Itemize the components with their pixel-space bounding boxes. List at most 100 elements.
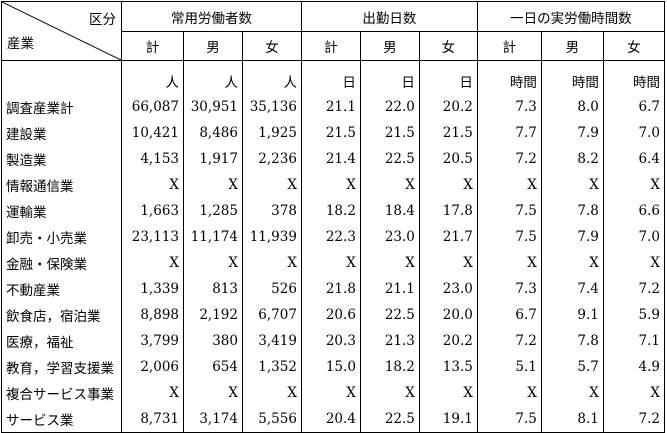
value-cell: X xyxy=(120,172,185,198)
table-row: 調査産業計 66,087 30,951 35,136 21.1 22.0 20.2 7.3 8.… xyxy=(1,94,666,120)
subheader-female: 女 xyxy=(418,31,478,61)
value-cell: 9.1 xyxy=(540,302,604,328)
value-cell: 3,799 xyxy=(120,328,185,354)
unit-empty-cell xyxy=(1,60,122,94)
value-cell: 21.8 xyxy=(300,276,361,302)
subheader-total: 計 xyxy=(300,31,361,61)
unit-row: 人 人 人 日 日 日 時間 時間 時間 xyxy=(1,60,666,94)
value-cell: 11,939 xyxy=(241,224,302,250)
value-cell: 813 xyxy=(183,276,243,302)
value-cell: 18.2 xyxy=(300,198,361,224)
value-cell: 4.9 xyxy=(602,354,666,380)
value-cell: 21.7 xyxy=(418,224,478,250)
subheader-total: 計 xyxy=(476,31,542,61)
value-cell: X xyxy=(183,250,243,276)
value-cell: 3,419 xyxy=(241,328,302,354)
value-cell: 18.4 xyxy=(359,198,420,224)
value-cell: X xyxy=(183,172,243,198)
value-cell: 8.1 xyxy=(540,406,604,433)
value-cell: 7.2 xyxy=(476,146,542,172)
value-cell: 7.9 xyxy=(540,120,604,146)
unit-cell: 日 xyxy=(418,60,478,94)
unit-cell: 人 xyxy=(241,60,302,94)
value-cell: 7.2 xyxy=(476,328,542,354)
unit-cell: 人 xyxy=(183,60,243,94)
group-header-attendance-days: 出勤日数 xyxy=(300,1,478,32)
table-row: 不動産業 1,339 813 526 21.8 21.1 23.0 7.3 7.4 7.2 xyxy=(1,276,666,302)
value-cell: 7.8 xyxy=(540,198,604,224)
unit-cell: 時間 xyxy=(476,60,542,94)
table-row: 運輸業 1,663 1,285 378 18.2 18.4 17.8 7.5 7.8 6.6 xyxy=(1,198,666,224)
value-cell: 6.7 xyxy=(476,302,542,328)
value-cell: X xyxy=(359,172,420,198)
industry-name-cell: 飲食店，宿泊業 xyxy=(1,302,122,328)
value-cell: 1,917 xyxy=(183,146,243,172)
value-cell: 2,006 xyxy=(120,354,185,380)
industry-name-cell: 金融・保険業 xyxy=(1,250,122,276)
value-cell: 35,136 xyxy=(241,94,302,120)
table-row: 建設業 10,421 8,486 1,925 21.5 21.5 21.5 7.7 7.9 7.0 xyxy=(1,120,666,146)
value-cell: 2,192 xyxy=(183,302,243,328)
group-header-workers: 常用労働者数 xyxy=(120,1,302,32)
value-cell: X xyxy=(418,250,478,276)
value-cell: 6,707 xyxy=(241,302,302,328)
value-cell: 2,236 xyxy=(241,146,302,172)
value-cell: 18.2 xyxy=(359,354,420,380)
subheader-row: 計 男 女 計 男 女 計 男 女 xyxy=(2,31,666,61)
value-cell: 1,285 xyxy=(183,198,243,224)
industry-name-cell: 運輸業 xyxy=(1,198,122,224)
value-cell: 7.7 xyxy=(476,120,542,146)
value-cell: 8.2 xyxy=(540,146,604,172)
value-cell: 4,153 xyxy=(120,146,185,172)
table-row: 飲食店，宿泊業 8,898 2,192 6,707 20.6 22.5 20.0 6.7 9.1… xyxy=(1,302,666,328)
value-cell: X xyxy=(418,380,478,406)
value-cell: 20.3 xyxy=(300,328,361,354)
value-cell: X xyxy=(476,380,542,406)
value-cell: 5,556 xyxy=(241,406,302,433)
value-cell: 20.2 xyxy=(418,94,478,120)
value-cell: 23.0 xyxy=(418,276,478,302)
value-cell: 23.0 xyxy=(359,224,420,250)
value-cell: 15.0 xyxy=(300,354,361,380)
value-cell: 21.4 xyxy=(300,146,361,172)
subheader-male: 男 xyxy=(183,31,243,61)
value-cell: X xyxy=(120,250,185,276)
subheader-female: 女 xyxy=(241,31,302,61)
value-cell: X xyxy=(418,172,478,198)
industry-name-cell: サービス業 xyxy=(1,406,122,433)
table-row: サービス業 8,731 3,174 5,556 20.4 22.5 19.1 7.5 8.1 7.… xyxy=(1,406,666,433)
value-cell: X xyxy=(300,172,361,198)
value-cell: 380 xyxy=(183,328,243,354)
value-cell: 7.0 xyxy=(602,120,666,146)
value-cell: 7.2 xyxy=(602,276,666,302)
value-cell: 7.0 xyxy=(602,224,666,250)
value-cell: 22.5 xyxy=(359,302,420,328)
table-row: 情報通信業 X X X X X X X X X xyxy=(1,172,666,198)
value-cell: 30,951 xyxy=(183,94,243,120)
value-cell: X xyxy=(241,250,302,276)
value-cell: 22.5 xyxy=(359,406,420,433)
industry-name-cell: 複合サービス事業 xyxy=(1,380,122,406)
value-cell: 23,113 xyxy=(120,224,185,250)
unit-cell: 時間 xyxy=(540,60,604,94)
value-cell: X xyxy=(241,172,302,198)
value-cell: 6.4 xyxy=(602,146,666,172)
industry-name-cell: 医療，福祉 xyxy=(1,328,122,354)
subheader-female: 女 xyxy=(602,31,666,61)
value-cell: 7.5 xyxy=(476,198,542,224)
value-cell: 5.9 xyxy=(602,302,666,328)
value-cell: 20.2 xyxy=(418,328,478,354)
unit-cell: 人 xyxy=(120,60,185,94)
value-cell: X xyxy=(120,380,185,406)
value-cell: X xyxy=(300,250,361,276)
value-cell: 13.5 xyxy=(418,354,478,380)
unit-cell: 時間 xyxy=(602,60,666,94)
value-cell: X xyxy=(602,172,666,198)
table-row: 複合サービス事業 X X X X X X X X X xyxy=(1,380,666,406)
value-cell: 21.5 xyxy=(300,120,361,146)
value-cell: 8,486 xyxy=(183,120,243,146)
value-cell: 7.5 xyxy=(476,406,542,433)
value-cell: 21.5 xyxy=(418,120,478,146)
value-cell: X xyxy=(540,172,604,198)
